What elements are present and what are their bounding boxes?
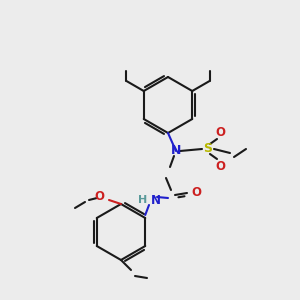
Text: O: O xyxy=(215,125,225,139)
Text: N: N xyxy=(171,145,181,158)
Text: H: H xyxy=(138,195,147,205)
Text: S: S xyxy=(203,142,212,155)
Text: O: O xyxy=(215,160,225,172)
Text: O: O xyxy=(94,190,104,202)
Text: N: N xyxy=(151,194,161,206)
Text: O: O xyxy=(191,187,201,200)
